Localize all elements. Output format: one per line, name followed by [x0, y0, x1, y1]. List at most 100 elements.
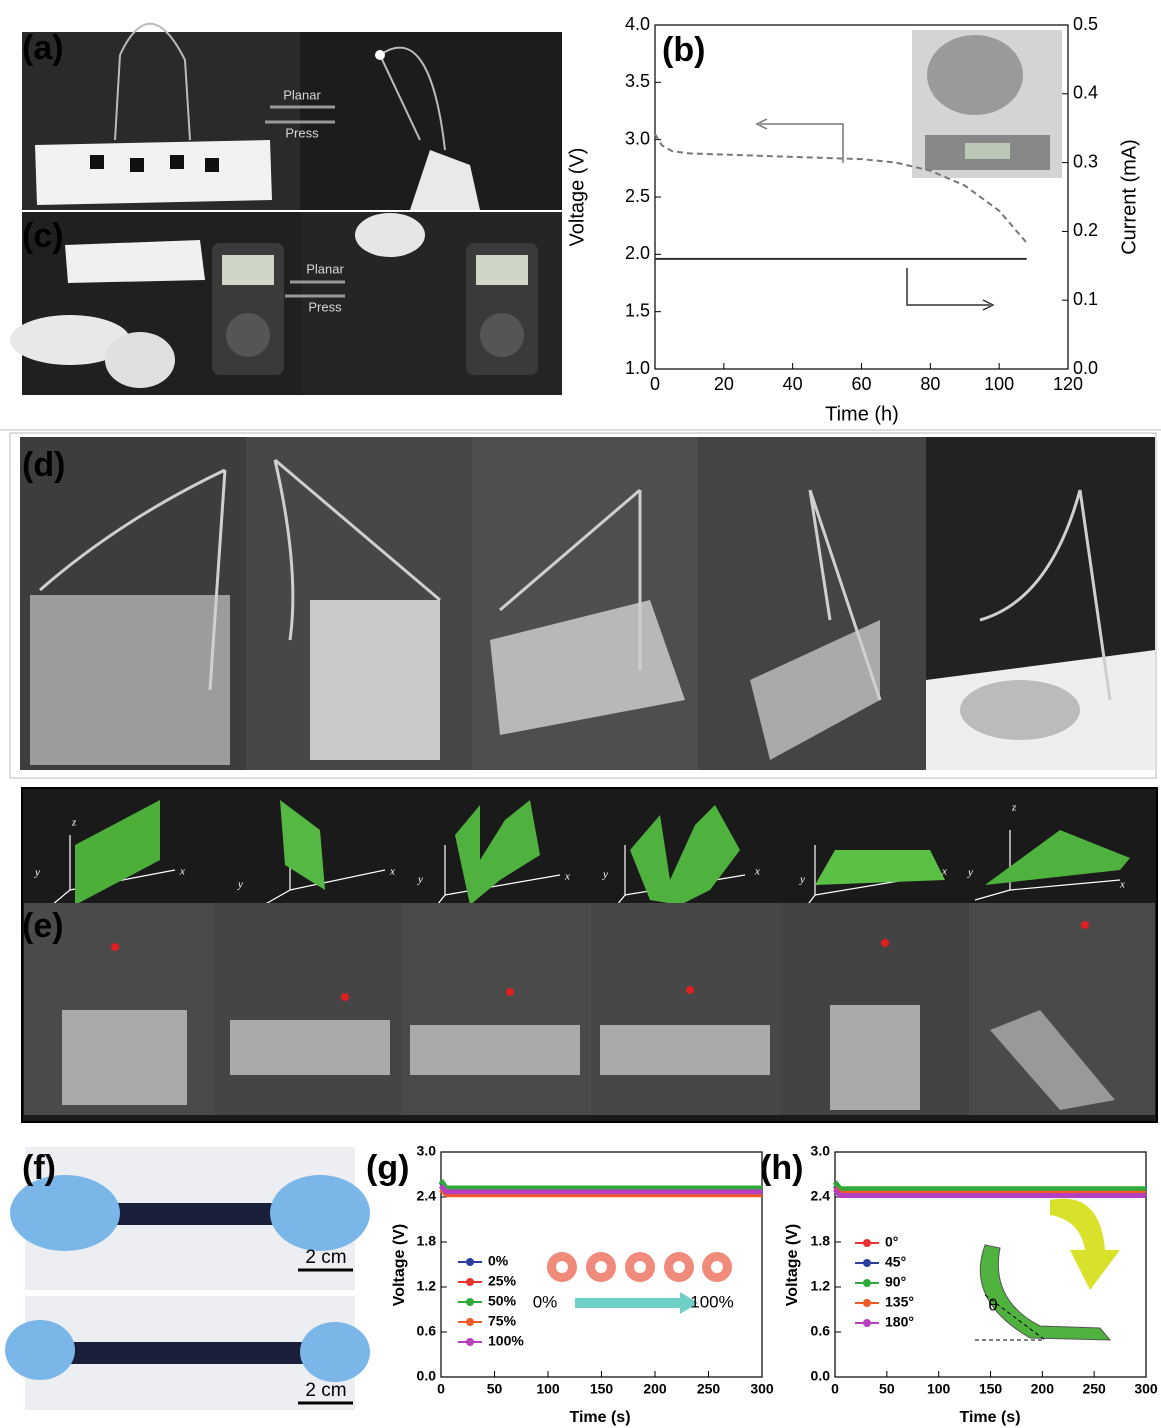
legend-marker — [466, 1338, 474, 1346]
y2-tick-label: 0.3 — [1073, 151, 1098, 171]
y-tick-label: 2.4 — [811, 1188, 831, 1204]
x-axis-label: Time (s) — [569, 1409, 630, 1426]
axis-letter: y — [799, 874, 805, 886]
x-tick-label: 150 — [979, 1380, 1003, 1396]
panel-label: (d) — [22, 446, 65, 484]
axis-letter: y — [237, 879, 243, 891]
axis-letter: y — [417, 874, 423, 886]
y-tick-label: 1.8 — [417, 1233, 437, 1249]
legend-label: 25% — [488, 1273, 517, 1289]
y-tick-label: 1.5 — [625, 300, 650, 320]
x-tick-label: 250 — [1082, 1380, 1106, 1396]
x-tick-label: 250 — [697, 1380, 721, 1396]
axis-letter: y — [602, 869, 608, 881]
y-tick-label: 1.0 — [625, 358, 650, 378]
panel-label: (f) — [22, 1149, 56, 1187]
legend-marker — [863, 1259, 871, 1267]
panel-label: (b) — [662, 31, 705, 69]
y-tick-label: 1.2 — [417, 1278, 437, 1294]
annotation: 100% — [690, 1292, 733, 1311]
photo-text: Press — [308, 299, 342, 314]
photo-text: Press — [285, 125, 319, 140]
axis-letter: x — [754, 866, 760, 878]
y2-tick-label: 0.2 — [1073, 220, 1098, 240]
x-tick-label: 40 — [783, 374, 803, 394]
legend-marker — [863, 1319, 871, 1327]
photo-text: Planar — [306, 261, 344, 276]
y2-axis-label: Current (mA) — [1118, 139, 1140, 255]
legend-marker — [466, 1258, 474, 1266]
legend-marker — [466, 1298, 474, 1306]
y-tick-label: 3.0 — [625, 128, 650, 148]
legend-label: 45° — [885, 1254, 906, 1270]
photo-text: Planar — [283, 87, 321, 102]
axis-letter: z — [1011, 802, 1017, 814]
scale-label: 2 cm — [305, 1247, 346, 1268]
legend-marker — [863, 1239, 871, 1247]
x-tick-label: 80 — [920, 374, 940, 394]
panel-label: (g) — [366, 1149, 409, 1187]
axis-letter: x — [389, 866, 395, 878]
legend-label: 180° — [885, 1314, 914, 1330]
y-tick-label: 1.8 — [811, 1233, 831, 1249]
series-line — [441, 1181, 762, 1189]
legend-label: 0% — [488, 1253, 509, 1269]
x-tick-label: 100 — [927, 1380, 951, 1396]
photo-c: Planar Press — [10, 212, 562, 395]
x-tick-label: 50 — [487, 1380, 503, 1396]
y-tick-label: 0.0 — [811, 1368, 831, 1384]
axis-letter: x — [941, 866, 947, 878]
x-tick-label: 100 — [984, 374, 1014, 394]
y-tick-label: 0.6 — [811, 1323, 831, 1339]
bend-icon — [975, 1199, 1120, 1340]
legend-label: 135° — [885, 1294, 914, 1310]
x-axis-label: Time (h) — [825, 403, 899, 425]
y-tick-label: 3.0 — [417, 1143, 437, 1159]
legend-marker — [466, 1278, 474, 1286]
y-tick-label: 1.2 — [811, 1278, 831, 1294]
legend-label: 90° — [885, 1274, 906, 1290]
axis-letter: x — [564, 871, 570, 883]
axis-letter: y — [34, 867, 40, 879]
y2-tick-label: 0.4 — [1073, 83, 1098, 103]
x-tick-label: 150 — [590, 1380, 614, 1396]
photo-f: 2 cm 2 cm — [5, 1147, 370, 1410]
legend-label: 75% — [488, 1313, 517, 1329]
x-tick-label: 20 — [714, 374, 734, 394]
x-tick-label: 200 — [643, 1380, 667, 1396]
x-tick-label: 60 — [851, 374, 871, 394]
legend-label: 100% — [488, 1333, 524, 1349]
photo-d — [20, 437, 1155, 770]
y-tick-label: 4.0 — [625, 14, 650, 34]
panel-label: (c) — [22, 217, 64, 255]
photo-a: Planar Press — [22, 24, 562, 210]
x-tick-label: 300 — [1134, 1380, 1158, 1396]
x-tick-label: 50 — [879, 1380, 895, 1396]
figure: Planar Press Planar Press — [0, 0, 1161, 1428]
y-tick-label: 2.5 — [625, 186, 650, 206]
x-tick-label: 0 — [650, 374, 660, 394]
y-axis-label: Voltage (V) — [566, 148, 588, 247]
series-line — [835, 1182, 1146, 1189]
legend-marker — [863, 1279, 871, 1287]
y2-tick-label: 0.0 — [1073, 358, 1098, 378]
panel-label: (e) — [22, 907, 64, 945]
y-tick-label: 0.0 — [417, 1368, 437, 1384]
panel-label: (h) — [760, 1149, 803, 1187]
scale-label: 2 cm — [305, 1380, 346, 1401]
x-tick-label: 200 — [1031, 1380, 1055, 1396]
photo-e — [24, 903, 1155, 1115]
legend-marker — [863, 1299, 871, 1307]
x-tick-label: 300 — [750, 1380, 774, 1396]
annotation: θ — [988, 1295, 997, 1314]
y-tick-label: 2.0 — [625, 243, 650, 263]
y-tick-label: 2.4 — [417, 1188, 437, 1204]
y-tick-label: 3.0 — [811, 1143, 831, 1159]
y2-tick-label: 0.5 — [1073, 14, 1098, 34]
y-tick-label: 0.6 — [417, 1323, 437, 1339]
x-tick-label: 0 — [437, 1380, 445, 1396]
legend-label: 50% — [488, 1293, 517, 1309]
x-tick-label: 0 — [831, 1380, 839, 1396]
axis-letter: z — [71, 817, 77, 829]
legend-label: 0° — [885, 1234, 898, 1250]
